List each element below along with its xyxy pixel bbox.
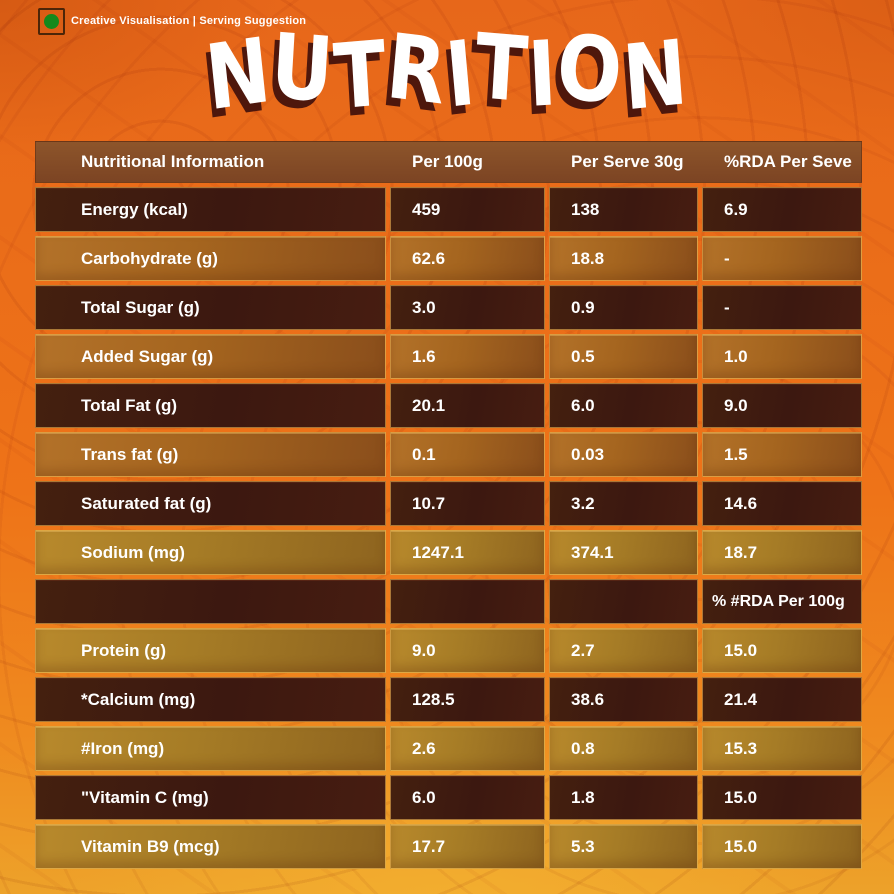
table-body: Energy (kcal) 459 138 6.9 Carbohydrate (g) 62… [35,187,862,869]
row-label: #Iron (mg) [35,726,386,771]
cell-per-100g: 10.7 [390,481,545,526]
cell-per-serve: 2.7 [549,628,698,673]
table-row: #Iron (mg) 2.6 0.8 15.3 [35,726,862,771]
row-label: Total Fat (g) [35,383,386,428]
veg-mark [38,8,65,35]
row-label [35,579,386,624]
cell-rda: 6.9 [702,187,862,232]
table-row: Total Sugar (g) 3.0 0.9- [35,285,862,330]
cell-per-serve: 374.1 [549,530,698,575]
header-nutritional-information: Nutritional Information [81,152,265,171]
cell-per-100g: 17.7 [390,824,545,869]
table-row: Energy (kcal) 459 138 6.9 [35,187,862,232]
cell-per-serve: 0.5 [549,334,698,379]
table-row: Added Sugar (g) 1.6 0.5 1.0 [35,334,862,379]
cell-per-serve: 6.0 [549,383,698,428]
title-letter: R [382,13,451,125]
cell-per-serve: 5.3 [549,824,698,869]
title-letter: T [330,20,390,130]
cell-per-100g: 9.0 [390,628,545,673]
row-label: Sodium (mg) [35,530,386,575]
cell-rda: 14.6 [702,481,862,526]
table-row: Carbohydrate (g) 62.6 18.8- [35,236,862,281]
header-rda-per-serve: %RDA Per Seve [724,152,852,171]
cell-rda: 15.0 [702,628,862,673]
cell-rda: 9.0 [702,383,862,428]
row-label: Trans fat (g) [35,432,386,477]
cell-rda: 1.5 [702,432,862,477]
cell-per-100g: 128.5 [390,677,545,722]
veg-dot-icon [44,14,59,29]
cell-per-serve: 3.2 [549,481,698,526]
cell-per-serve: 138 [549,187,698,232]
cell-per-100g: 1.6 [390,334,545,379]
cell-per-100g: 459 [390,187,545,232]
title-letter: N [201,17,277,131]
cell-rda: 15.3 [702,726,862,771]
cell-per-serve: 0.9 [549,285,698,330]
cell-per-100g: 2.6 [390,726,545,771]
cell-per-100g: 20.1 [390,383,545,428]
credit-text: Creative Visualisation | Serving Suggest… [71,15,307,27]
table-row: Total Fat (g) 20.1 6.0 9.0 [35,383,862,428]
cell-rda: - [702,236,862,281]
cell-per-100g [390,579,545,624]
row-label: Total Sugar (g) [35,285,386,330]
cell-rda: - [702,285,862,330]
header-per-100g: Per 100g [412,152,483,171]
page-title: NUTRITION [0,13,894,131]
table-row: Sodium (mg) 1247.1 374.1 18.7 [35,530,862,575]
row-label: Protein (g) [35,628,386,673]
cell-per-serve: 38.6 [549,677,698,722]
table-row: "Vitamin C (mg) 6.0 1.8 15.0 [35,775,862,820]
row-label: Saturated fat (g) [35,481,386,526]
cell-rda: 15.0 [702,775,862,820]
cell-per-serve: 1.8 [549,775,698,820]
row-label: "Vitamin C (mg) [35,775,386,820]
cell-per-serve [549,579,698,624]
cell-per-100g: 3.0 [390,285,545,330]
cell-per-serve: 0.03 [549,432,698,477]
cell-rda: 1.0 [702,334,862,379]
table-separator-row: % #RDA Per 100g [35,579,862,624]
row-label: Carbohydrate (g) [35,236,386,281]
cell-per-100g: 62.6 [390,236,545,281]
table-row: Vitamin B9 (mcg) 17.7 5.3 15.0 [35,824,862,869]
title-letter: N [619,19,692,131]
cell-per-100g: 0.1 [390,432,545,477]
table-row: *Calcium (mg) 128.5 38.6 21.4 [35,677,862,722]
title-letter: T [472,13,532,123]
title-letter: U [268,12,337,123]
cell-rda: 21.4 [702,677,862,722]
cell-per-100g: 1247.1 [390,530,545,575]
cell-per-serve: 18.8 [549,236,698,281]
row-label: Energy (kcal) [35,187,386,232]
table-header-row: Nutritional Information Per 100g Per Ser… [35,141,862,183]
cell-rda: % #RDA Per 100g [702,579,862,624]
cell-rda: 15.0 [702,824,862,869]
cell-rda: 18.7 [702,530,862,575]
table-row: Protein (g) 9.0 2.7 15.0 [35,628,862,673]
row-label: *Calcium (mg) [35,677,386,722]
cell-per-serve: 0.8 [549,726,698,771]
header-per-serve-30g: Per Serve 30g [571,152,684,171]
nutrition-table: Nutritional Information Per 100g Per Ser… [35,141,862,869]
table-row: Saturated fat (g) 10.7 3.2 14.6 [35,481,862,526]
cell-per-100g: 6.0 [390,775,545,820]
row-label: Vitamin B9 (mcg) [35,824,386,869]
table-row: Trans fat (g) 0.1 0.03 1.5 [35,432,862,477]
row-label: Added Sugar (g) [35,334,386,379]
title-letter: O [553,12,628,126]
